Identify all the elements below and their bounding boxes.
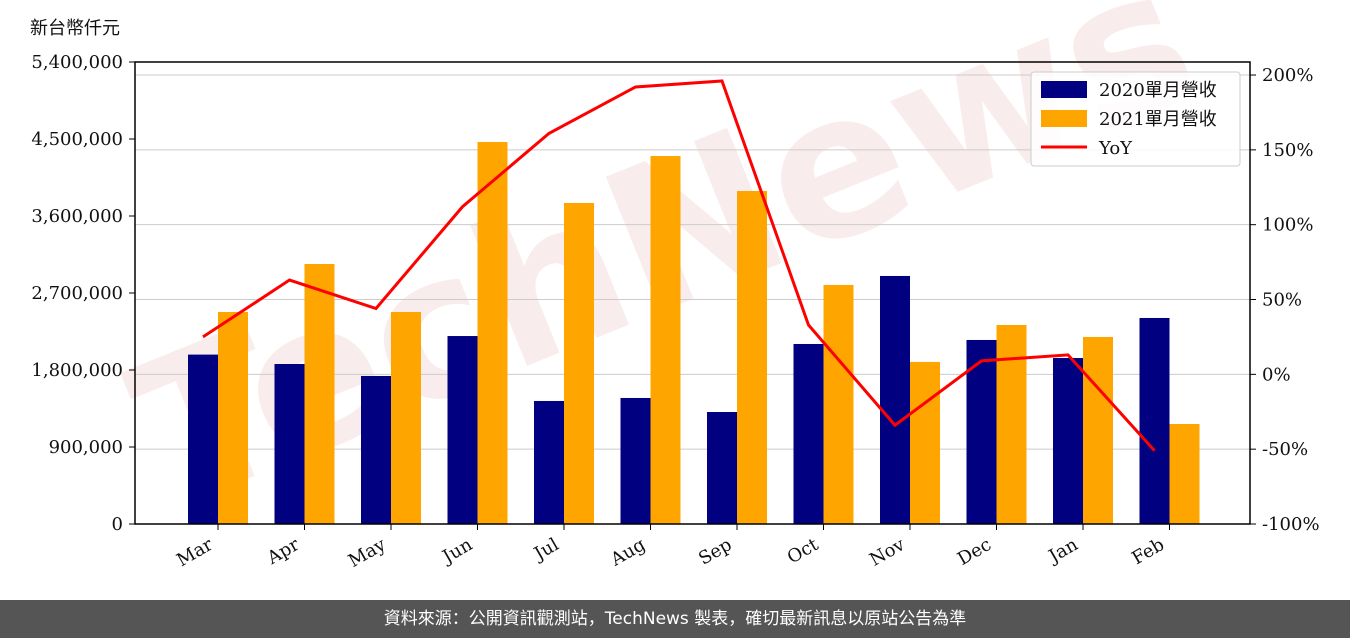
y-tick-label: 4,500,000 <box>31 129 123 150</box>
x-tick-label: Feb <box>1128 534 1168 569</box>
bar <box>218 311 248 524</box>
bar <box>620 397 651 524</box>
y-tick-label: 1,800,000 <box>31 360 123 381</box>
bar <box>274 364 305 524</box>
y2-tick-label: 150% <box>1262 140 1313 161</box>
y2-tick-label: 0% <box>1262 364 1291 385</box>
x-tick-label: Jun <box>437 534 476 569</box>
bar <box>564 202 594 525</box>
bar <box>793 343 824 524</box>
bar <box>361 375 391 524</box>
bar <box>707 412 737 524</box>
bar <box>1053 358 1083 524</box>
y-tick-label: 3,600,000 <box>31 206 123 227</box>
plot-frame <box>134 61 1251 525</box>
legend-swatch <box>1041 110 1087 127</box>
x-tick-label: Jul <box>529 534 563 566</box>
y2-tick-label: 200% <box>1262 65 1313 86</box>
legend-label: 2020單月營收 <box>1099 80 1217 101</box>
y2-tick-label: -100% <box>1262 514 1320 535</box>
bar <box>188 354 218 524</box>
bar <box>447 336 478 524</box>
bar <box>1169 423 1200 524</box>
bar <box>391 311 421 524</box>
bar <box>737 191 767 525</box>
line <box>202 79 1156 452</box>
x-tick-label: May <box>345 534 390 572</box>
footer: 資料來源：公開資訊觀測站，TechNews 製表，確切最新訊息以原站公告為準 <box>0 600 1350 638</box>
x-tick-label: Aug <box>606 534 649 571</box>
bar <box>650 156 681 524</box>
bar <box>823 284 854 524</box>
y2-tick-label: 50% <box>1262 290 1302 311</box>
y-tick-label: 0 <box>112 514 123 535</box>
y2-tick-label: -50% <box>1262 439 1308 460</box>
x-tick-label: Dec <box>954 534 995 570</box>
bar <box>996 324 1027 524</box>
bar <box>304 263 335 524</box>
x-tick-label: Nov <box>866 534 909 571</box>
bar <box>966 339 997 524</box>
bar <box>477 141 508 524</box>
x-tick-label: Oct <box>784 534 823 569</box>
y-tick-label: 900,000 <box>49 437 123 458</box>
legend-swatch <box>1041 81 1087 98</box>
y-tick-label: 5,400,000 <box>31 52 123 73</box>
chart: 新台幣仟元 TechNews0900,0001,800,0002,700,000… <box>30 0 1320 572</box>
bar <box>880 275 910 524</box>
x-tick-label: Jan <box>1044 534 1082 568</box>
legend-label: YoY <box>1098 138 1133 159</box>
y2-tick-label: 100% <box>1262 215 1313 236</box>
bar <box>534 400 564 524</box>
y-axis-label: 新台幣仟元 <box>30 18 120 39</box>
bar <box>1083 336 1113 524</box>
bar <box>910 361 940 524</box>
x-tick-label: Apr <box>263 534 303 569</box>
bar <box>1139 317 1170 524</box>
legend-label: 2021單月營收 <box>1099 109 1217 130</box>
y-tick-label: 2,700,000 <box>31 283 123 304</box>
x-tick-label: Sep <box>695 534 735 569</box>
